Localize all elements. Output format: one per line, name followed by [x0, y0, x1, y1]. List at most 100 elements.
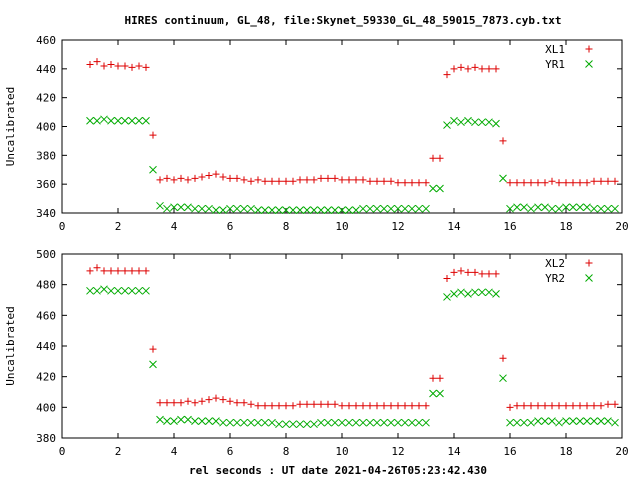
- point-xl1-20: [226, 174, 234, 182]
- point-xl1-42: [380, 177, 388, 185]
- point-xl1-0: [86, 61, 94, 69]
- point-yr2-71: [583, 417, 591, 425]
- point-xl2-21: [233, 399, 241, 407]
- point-yr2-60: [506, 418, 514, 427]
- point-yr2-72: [590, 417, 598, 425]
- point-yr2-74: [604, 417, 612, 425]
- point-yr1-36: [338, 206, 346, 214]
- point-xl1-44: [394, 179, 402, 187]
- point-xl2-29: [289, 402, 297, 410]
- point-xl2-54: [464, 268, 472, 276]
- point-xl2-58: [492, 270, 500, 278]
- point-xl1-71: [583, 179, 591, 187]
- point-xl2-73: [597, 402, 605, 410]
- point-xl1-46: [408, 179, 416, 187]
- point-xl2-45: [401, 402, 409, 410]
- point-xl1-70: [576, 179, 584, 187]
- point-xl2-34: [324, 400, 332, 408]
- point-yr1-35: [331, 206, 339, 214]
- point-yr2-3: [107, 286, 115, 295]
- point-xl1-53: [457, 63, 465, 71]
- point-yr2-61: [513, 418, 521, 427]
- point-yr2-35: [331, 418, 339, 427]
- x-tick-label-1-3: 6: [227, 445, 234, 458]
- x-tick-label-0-10: 20: [615, 220, 628, 233]
- legend-marker-xl2: [585, 259, 593, 267]
- point-xl2-3: [107, 267, 115, 275]
- point-yr2-27: [275, 420, 283, 429]
- point-xl2-63: [527, 402, 535, 410]
- point-yr1-23: [247, 204, 255, 213]
- point-xl2-13: [177, 399, 185, 407]
- point-xl1-31: [303, 176, 311, 184]
- y-tick-label-1-4: 460: [36, 309, 56, 322]
- point-xl2-69: [569, 402, 577, 410]
- point-yr1-8: [142, 116, 150, 125]
- x-tick-label-1-1: 2: [115, 445, 122, 458]
- point-yr1-42: [380, 204, 388, 213]
- legend-marker-yr2: [585, 274, 593, 282]
- point-xl1-50: [436, 154, 444, 162]
- x-tick-label-1-6: 12: [391, 445, 404, 458]
- x-tick-label-0-6: 12: [391, 220, 404, 233]
- point-xl1-21: [233, 174, 241, 182]
- legend-label-xl1: XL1: [545, 43, 565, 56]
- point-xl2-75: [611, 400, 619, 408]
- point-xl1-69: [569, 179, 577, 187]
- y-tick-label-0-1: 360: [36, 178, 56, 191]
- point-xl1-61: [513, 179, 521, 187]
- point-yr2-56: [478, 288, 486, 297]
- point-yr1-57: [485, 118, 493, 127]
- point-xl1-60: [506, 179, 514, 187]
- point-yr1-29: [289, 206, 297, 214]
- point-xl2-50: [436, 374, 444, 382]
- point-yr1-43: [387, 204, 395, 213]
- point-yr1-7: [135, 116, 143, 125]
- point-xl2-74: [604, 400, 612, 408]
- point-xl1-12: [170, 176, 178, 184]
- point-xl1-55: [471, 63, 479, 71]
- point-xl1-13: [177, 174, 185, 182]
- point-xl2-66: [548, 402, 556, 410]
- x-tick-label-1-4: 8: [283, 445, 290, 458]
- chart-title: HIRES continuum, GL_48, file:Skynet_5933…: [124, 14, 561, 27]
- point-xl2-51: [443, 275, 451, 283]
- point-yr1-44: [394, 204, 402, 213]
- point-yr1-0: [86, 116, 94, 125]
- point-yr1-9: [149, 165, 157, 174]
- point-xl2-9: [149, 345, 157, 353]
- point-yr1-26: [268, 206, 276, 214]
- point-xl2-23: [247, 400, 255, 408]
- point-xl2-5: [121, 267, 129, 275]
- point-xl1-45: [401, 179, 409, 187]
- point-yr1-15: [191, 204, 199, 213]
- point-xl2-18: [212, 394, 220, 402]
- point-yr2-66: [548, 417, 556, 425]
- x-tick-label-1-10: 20: [615, 445, 628, 458]
- point-xl2-27: [275, 402, 283, 410]
- point-yr2-46: [408, 418, 416, 427]
- point-xl1-23: [247, 177, 255, 185]
- point-yr2-30: [296, 420, 304, 429]
- point-xl1-1: [93, 58, 101, 66]
- x-tick-label-1-0: 0: [59, 445, 66, 458]
- point-yr2-9: [149, 360, 157, 369]
- point-yr1-63: [527, 204, 535, 213]
- y-tick-label-1-6: 500: [36, 248, 56, 261]
- point-xl2-16: [198, 397, 206, 405]
- point-xl2-48: [422, 402, 430, 410]
- plot-frame-1: [61, 253, 623, 439]
- point-yr1-47: [415, 204, 423, 213]
- point-yr1-46: [408, 204, 416, 213]
- point-yr2-40: [366, 418, 374, 427]
- point-yr2-24: [254, 418, 262, 427]
- point-yr1-13: [177, 203, 185, 212]
- point-yr1-61: [513, 203, 521, 212]
- point-yr1-34: [324, 206, 332, 214]
- point-yr2-25: [261, 418, 269, 427]
- point-xl1-15: [191, 174, 199, 182]
- point-yr1-49: [429, 184, 437, 193]
- point-yr1-73: [597, 204, 605, 213]
- point-xl1-22: [240, 176, 248, 184]
- point-xl2-68: [562, 402, 570, 410]
